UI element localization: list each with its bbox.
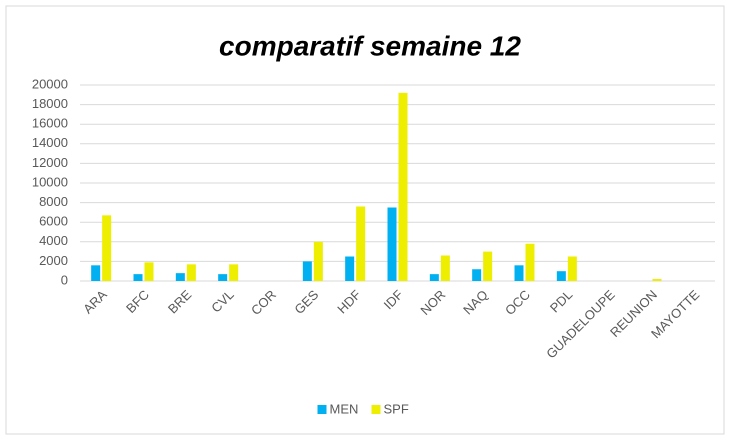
legend-label: SPF bbox=[384, 401, 409, 416]
y-tick-label: 16000 bbox=[32, 116, 68, 131]
bar bbox=[186, 264, 196, 281]
bar bbox=[102, 215, 112, 281]
y-tick-label: 8000 bbox=[39, 194, 68, 209]
y-tick-label: 20000 bbox=[32, 76, 68, 91]
y-tick-label: 4000 bbox=[39, 233, 68, 248]
legend-label: MEN bbox=[330, 401, 359, 416]
bar bbox=[313, 241, 323, 281]
y-tick-label: 10000 bbox=[32, 174, 68, 189]
y-tick-label: 2000 bbox=[39, 253, 68, 268]
y-tick-label: 6000 bbox=[39, 214, 68, 229]
y-tick-label: 14000 bbox=[32, 135, 68, 150]
bar bbox=[356, 206, 366, 281]
legend-swatch bbox=[371, 405, 381, 414]
bar bbox=[302, 261, 312, 281]
bar bbox=[429, 274, 439, 281]
y-tick-label: 18000 bbox=[32, 96, 68, 111]
legend-swatch bbox=[317, 405, 327, 414]
chart-title: comparatif semaine 12 bbox=[219, 30, 521, 61]
bar bbox=[398, 92, 408, 281]
bar bbox=[483, 251, 493, 281]
bar bbox=[144, 262, 154, 281]
bar bbox=[472, 269, 482, 281]
bar bbox=[229, 264, 239, 281]
bar bbox=[133, 274, 143, 281]
bar bbox=[175, 273, 185, 281]
bar bbox=[91, 265, 101, 281]
bar bbox=[440, 255, 450, 281]
bar bbox=[652, 279, 662, 281]
bar bbox=[525, 243, 535, 281]
y-tick-label: 0 bbox=[61, 272, 68, 287]
bar bbox=[218, 274, 228, 281]
bar bbox=[567, 256, 577, 281]
bar bbox=[387, 207, 397, 281]
bar bbox=[556, 271, 566, 281]
y-tick-label: 12000 bbox=[32, 155, 68, 170]
bar bbox=[345, 256, 355, 281]
bar bbox=[514, 265, 524, 281]
